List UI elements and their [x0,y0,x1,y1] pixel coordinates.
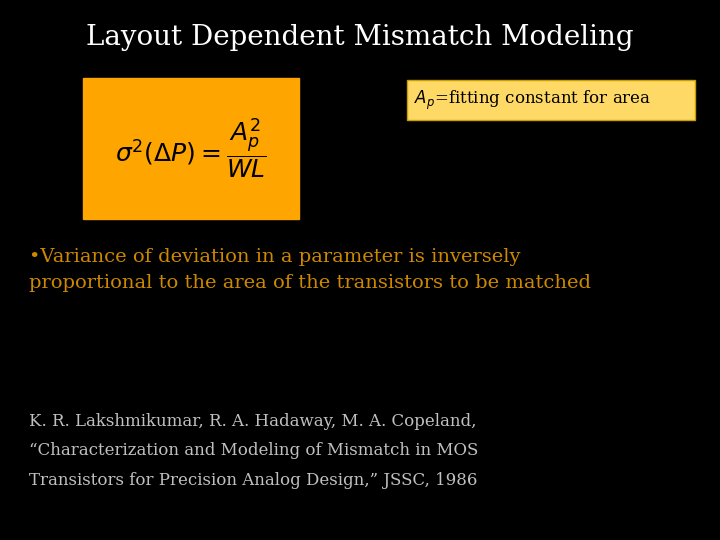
Text: $\sigma^2(\Delta P) = \dfrac{A_p^2}{WL}$: $\sigma^2(\Delta P) = \dfrac{A_p^2}{WL}$ [115,117,266,180]
Text: “Characterization and Modeling of Mismatch in MOS: “Characterization and Modeling of Mismat… [29,442,478,460]
Text: Transistors for Precision Analog Design,” JSSC, 1986: Transistors for Precision Analog Design,… [29,472,477,489]
Text: Layout Dependent Mismatch Modeling: Layout Dependent Mismatch Modeling [86,24,634,51]
Text: •Variance of deviation in a parameter is inversely: •Variance of deviation in a parameter is… [29,247,521,266]
FancyBboxPatch shape [407,80,695,120]
Text: $A_p$=fitting constant for area: $A_p$=fitting constant for area [414,89,651,111]
Text: proportional to the area of the transistors to be matched: proportional to the area of the transist… [29,274,591,293]
FancyBboxPatch shape [83,78,299,219]
Text: K. R. Lakshmikumar, R. A. Hadaway, M. A. Copeland,: K. R. Lakshmikumar, R. A. Hadaway, M. A.… [29,413,477,430]
